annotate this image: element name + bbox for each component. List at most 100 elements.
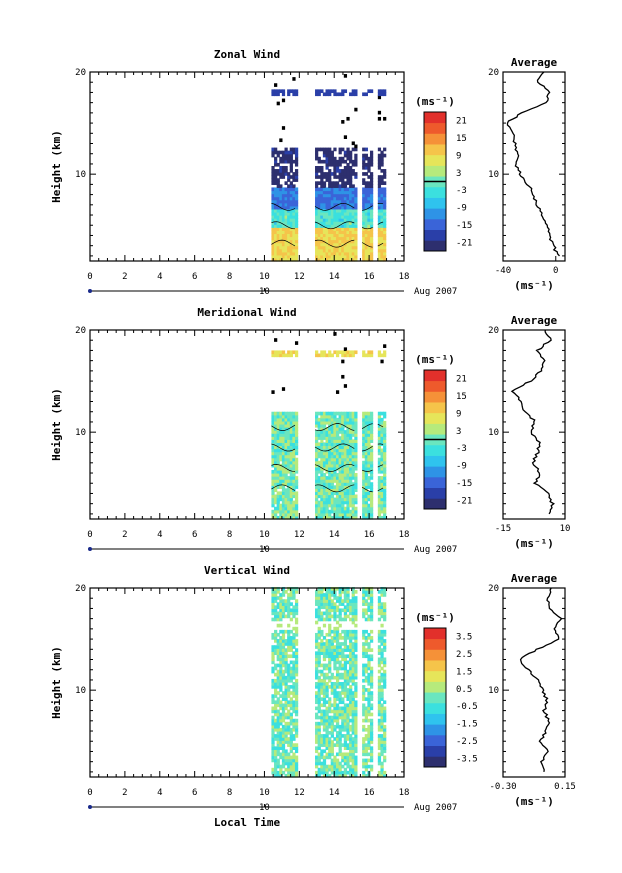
profile-line xyxy=(519,587,563,772)
panel-meridional: Meridional Wind 0 2 4 6 8 10 12 14 16 18 10 20 Height… xyxy=(50,306,570,555)
x-tick-label: 18 xyxy=(399,788,410,798)
x-tick-label: 0 xyxy=(87,788,92,798)
x-tick-label: 8 xyxy=(227,530,232,540)
profile-x-tick-label: -15 xyxy=(495,524,511,534)
colorbar-unit: (ms⁻¹) xyxy=(415,353,455,366)
colorbar-swatch xyxy=(424,660,446,672)
x-tick-label: 16 xyxy=(364,272,375,282)
profile-y-tick-label: 20 xyxy=(488,584,499,594)
y-tick-label: 10 xyxy=(75,170,86,180)
colorbar-swatch xyxy=(424,476,446,489)
colorbar-swatch xyxy=(424,197,446,209)
profile-x-tick-label: -0.30 xyxy=(489,782,516,792)
colorbar: (ms⁻¹)21 15 9 3 -3 -9 -15 -21 xyxy=(415,95,472,252)
profile-zonal: Average 10 20 -40 0 (ms⁻¹) xyxy=(488,56,566,292)
colorbar-unit: (ms⁻¹) xyxy=(415,95,455,108)
colorbar-tick-label: 15 xyxy=(456,134,467,144)
profile-frame xyxy=(502,329,566,520)
colorbar-tick-label: 21 xyxy=(456,117,467,127)
x-tick-label: 14 xyxy=(329,272,340,282)
contour-line xyxy=(271,443,296,452)
profile-title: Average xyxy=(511,56,558,69)
colorbar-swatch xyxy=(424,112,446,124)
colorbar-tick-label: 3 xyxy=(456,427,461,437)
x-tick-label: 6 xyxy=(192,788,197,798)
x-tick-label: 10 xyxy=(259,788,270,798)
colorbar-swatch xyxy=(424,208,446,220)
contour-line xyxy=(377,242,384,247)
colorbar: (ms⁻¹)21 15 9 3 -3 -9 -15 -21 xyxy=(415,353,472,510)
colorbar-tick-label: -21 xyxy=(456,238,472,248)
colorbar-swatch xyxy=(424,649,446,661)
date-axis-marker xyxy=(88,805,92,809)
colorbar-tick-label: 3.5 xyxy=(456,633,472,643)
x-tick-label: 4 xyxy=(157,272,162,282)
colorbar-swatch xyxy=(424,466,446,478)
date-tick-label: 10 xyxy=(259,545,270,555)
colorbar-tick-label: -2.5 xyxy=(456,737,478,747)
profile-vertical: Average 10 20 -0.30 0.15(ms⁻¹) xyxy=(488,572,576,808)
colorbar-swatch xyxy=(424,756,446,768)
heatmap-cells xyxy=(271,74,387,262)
y-tick-label: 20 xyxy=(75,68,86,78)
contour-line xyxy=(271,221,296,230)
colorbar-tick-label: -1.5 xyxy=(456,720,478,730)
x-tick-label: 8 xyxy=(227,788,232,798)
x-tick-label: 0 xyxy=(87,272,92,282)
y-axis-label: Height (km) xyxy=(50,646,63,719)
colorbar-swatch xyxy=(424,692,446,704)
contour-line xyxy=(314,239,355,248)
contour-line xyxy=(271,464,296,472)
profile-x-tick-label: 0.15 xyxy=(554,782,576,792)
contour-line xyxy=(361,486,373,493)
colorbar-tick-label: -3 xyxy=(456,186,467,196)
colorbar-tick-label: 0.5 xyxy=(456,685,472,695)
date-axis-marker xyxy=(88,547,92,551)
colorbar-swatch xyxy=(424,628,446,640)
x-tick-label: 2 xyxy=(122,530,127,540)
colorbar-swatch xyxy=(424,444,446,456)
date-label: Aug 2007 xyxy=(414,545,457,555)
colorbar-swatch xyxy=(424,423,446,435)
contour-line xyxy=(377,423,384,428)
profile-y-tick-label: 20 xyxy=(488,326,499,336)
colorbar-swatch xyxy=(424,370,446,382)
contour-line xyxy=(314,423,355,431)
x-tick-label: 16 xyxy=(364,788,375,798)
colorbar: (ms⁻¹)3.5 2.5 1.5 0.5 -0.5 -1.5 -2.5 -3.5 xyxy=(415,611,478,768)
profile-title: Average xyxy=(511,572,558,585)
contour-line xyxy=(377,221,384,225)
x-tick-label: 12 xyxy=(294,272,305,282)
colorbar-tick-label: 15 xyxy=(456,392,467,402)
y-tick-label: 10 xyxy=(75,428,86,438)
contour-line xyxy=(314,221,355,230)
profile-y-tick-label: 10 xyxy=(488,170,499,180)
x-tick-label: 0 xyxy=(87,530,92,540)
x-tick-label: 8 xyxy=(227,272,232,282)
colorbar-tick-label: 9 xyxy=(456,409,461,419)
contour-line xyxy=(361,423,373,430)
colorbar-tick-label: 3 xyxy=(456,169,461,179)
y-axis-label: Height (km) xyxy=(50,130,63,203)
colorbar-swatch xyxy=(424,724,446,736)
profile-x-tick-label: -40 xyxy=(495,266,511,276)
colorbar-swatch xyxy=(424,165,446,177)
profile-x-tick-label: 0 xyxy=(553,266,558,276)
date-label: Aug 2007 xyxy=(414,287,457,297)
profile-title: Average xyxy=(511,314,558,327)
profile-unit: (ms⁻¹) xyxy=(514,279,554,292)
colorbar-tick-label: 2.5 xyxy=(456,650,472,660)
contour-line xyxy=(314,463,355,472)
contour-line xyxy=(377,464,384,468)
x-tick-label: 2 xyxy=(122,272,127,282)
x-tick-label: 2 xyxy=(122,788,127,798)
chart-title: Zonal Wind xyxy=(214,48,280,61)
contour-line xyxy=(271,424,296,431)
x-tick-label: 6 xyxy=(192,272,197,282)
x-tick-label: 4 xyxy=(157,788,162,798)
colorbar-tick-label: -9 xyxy=(456,462,467,472)
colorbar-swatch xyxy=(424,638,446,650)
colorbar-tick-label: 21 xyxy=(456,375,467,385)
heatmap-cells xyxy=(271,332,387,520)
colorbar-swatch xyxy=(424,713,446,725)
